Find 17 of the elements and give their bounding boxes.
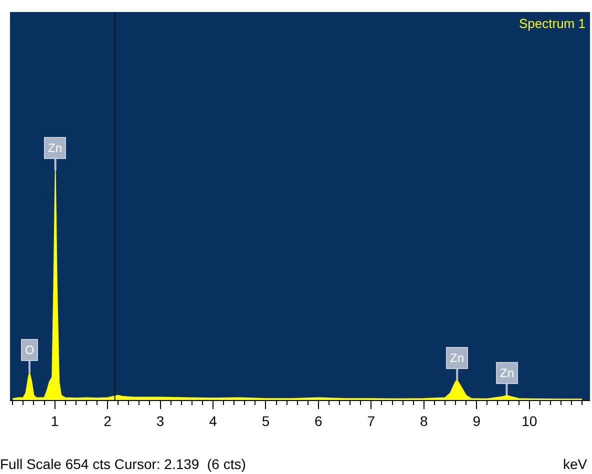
annotation: Zn [500, 366, 514, 380]
annotation: Zn [48, 141, 62, 155]
x-tick-label: 2 [104, 412, 112, 429]
annotation: O [25, 343, 34, 357]
x-tick-label: 4 [209, 412, 218, 429]
x-axis-title: keV [563, 456, 588, 472]
text: Full Scale 654 cts Cursor: 2.139 (6 cts) [0, 456, 246, 472]
x-tick-label: 7 [367, 412, 376, 429]
text: Spectrum 1 [519, 16, 586, 31]
annotation: Zn [450, 351, 464, 365]
x-tick-label: 8 [420, 412, 428, 429]
x-tick-label: 1 [50, 412, 59, 429]
x-tick-label: 6 [314, 412, 323, 429]
x-tick-label: 10 [522, 412, 538, 429]
x-tick-label: 3 [156, 412, 164, 429]
x-tick-label: 9 [472, 412, 481, 429]
x-tick-label: 5 [262, 412, 270, 429]
